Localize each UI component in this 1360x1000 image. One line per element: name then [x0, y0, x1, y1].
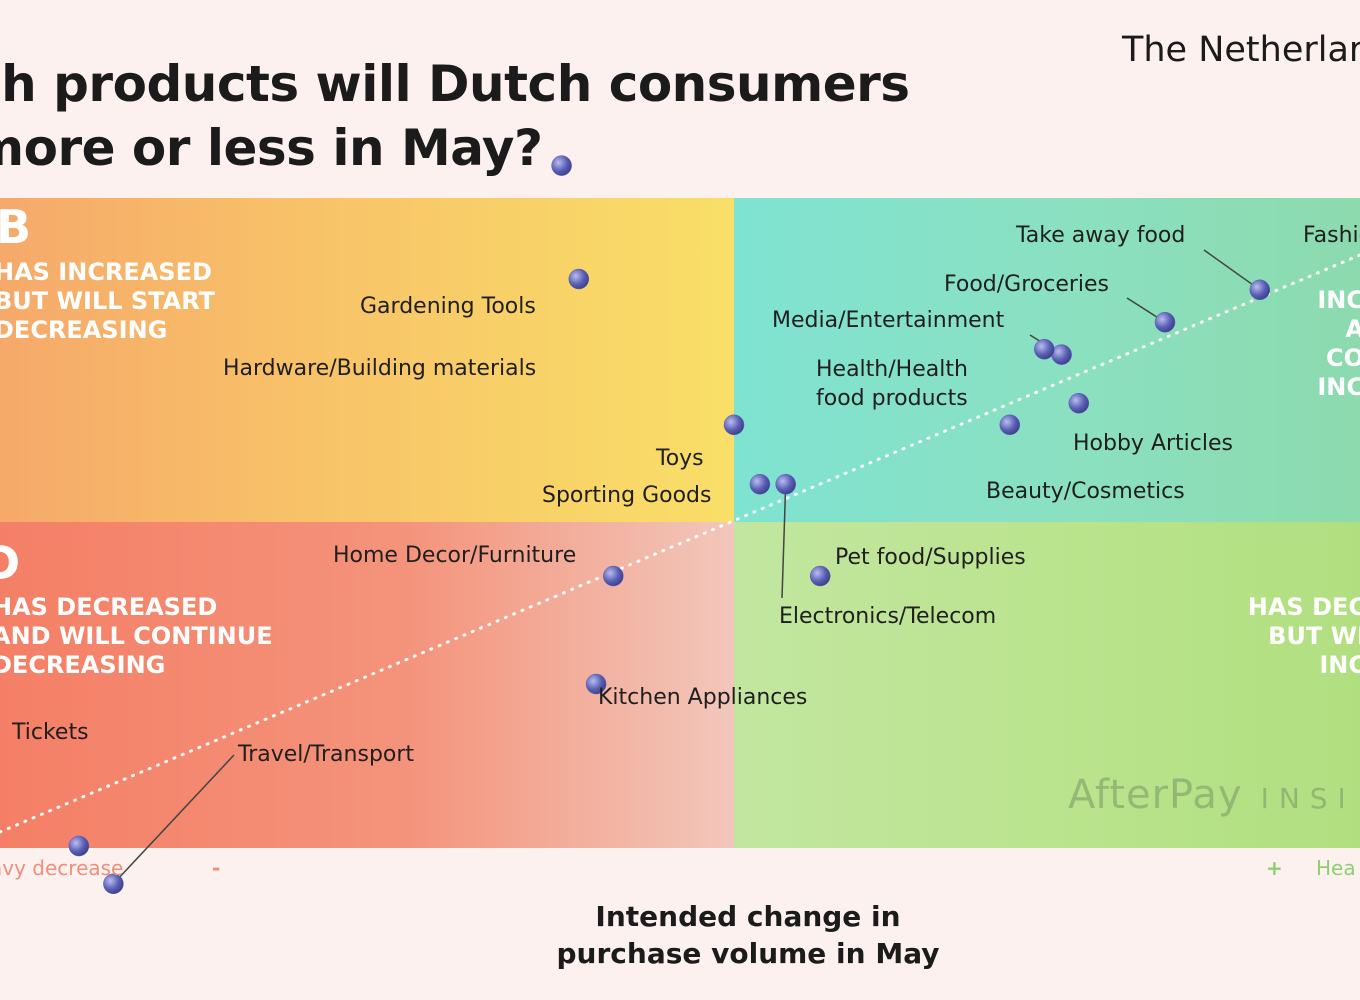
x-axis-title: Intended change in purchase volume in Ma… [0, 898, 1360, 972]
marker-food-groceries [1154, 311, 1176, 333]
label-home-decor-furniture: Home Decor/Furniture [333, 543, 577, 568]
marker-media-entertainment [1051, 344, 1072, 365]
label-tickets: Tickets [12, 720, 89, 745]
label-kitchen-appliances: Kitchen Appliances [598, 685, 808, 710]
marker-pet-food-supplies [809, 565, 831, 587]
quadrant-a-description: INC A CO INC [1317, 286, 1360, 401]
label-fashion: Fashion [1303, 223, 1360, 248]
country-label: The Netherlar [1122, 30, 1360, 70]
quadrant-d-description: HAS DECREASED AND WILL CONTINUE DECREASI… [0, 593, 273, 679]
label-beauty-cosmetics: Beauty/Cosmetics [986, 479, 1185, 504]
marker-toys [723, 414, 745, 436]
label-electronics-telecom: Electronics/Telecom [779, 604, 997, 629]
label-sporting-goods: Sporting Goods [542, 483, 712, 508]
label-hardware-building-materials: Hardware/Building materials [223, 356, 537, 381]
quadrant-c: HAS DEC BUT WI INC [734, 522, 1360, 848]
marker-hardware-building-materials [568, 268, 590, 290]
quadrant-b-description: HAS INCREASED BUT WILL START DECREASING [0, 258, 215, 344]
label-pet-food-supplies: Pet food/Supplies [835, 545, 1026, 570]
leader-take-away-food [1203, 249, 1261, 291]
watermark-suffix: INSI [1260, 782, 1356, 815]
title-line-1: ch products will Dutch consumers [0, 55, 910, 113]
label-take-away-food: Take away food [1016, 223, 1186, 248]
marker-kitchen-appliances [585, 673, 607, 695]
axis-right-label: Hea [1316, 856, 1356, 880]
marker-beauty-cosmetics [999, 414, 1021, 436]
marker-hobby-articles [1068, 392, 1090, 414]
title-line-2: more or less in May? [0, 119, 543, 177]
chart-title: ch products will Dutch consumers more or… [0, 52, 910, 180]
marker-take-away-food [1249, 279, 1271, 301]
marker-tickets [68, 835, 90, 857]
marker-health-health-food-products [1034, 338, 1055, 360]
quadrant-d-letter: D [0, 536, 21, 590]
x-axis-title-line-1: Intended change in [595, 900, 901, 933]
axis-plus: + [1266, 856, 1283, 880]
label-health-food-products: Health/Health food products [816, 357, 968, 411]
quadrant-a: INC A CO INC [734, 198, 1360, 522]
afterpay-watermark: AfterPay INSI [1068, 772, 1356, 818]
label-gardening-tools: Gardening Tools [360, 294, 536, 319]
leader-lines [112, 249, 1261, 885]
quadrant-d: D HAS DECREASED AND WILL CONTINUE DECREA… [0, 522, 734, 848]
axis-left-label: avy decrease [0, 856, 124, 880]
quadrant-b: B HAS INCREASED BUT WILL START DECREASIN… [0, 198, 734, 522]
marker-electronics-telecom [775, 473, 796, 495]
label-food-groceries: Food/Groceries [944, 272, 1110, 297]
label-travel-transport: Travel/Transport [238, 742, 415, 767]
quadrant-c-description: HAS DEC BUT WI INC [1247, 593, 1360, 679]
x-axis-title-line-2: purchase volume in May [556, 937, 940, 970]
marker-sporting-goods [749, 473, 771, 495]
label-media-entertainment: Media/Entertainment [772, 308, 1005, 333]
watermark-brand: AfterPay [1068, 772, 1243, 818]
quadrant-b-letter: B [0, 200, 32, 254]
trend-line [0, 253, 1360, 834]
marker-gardening-tools [551, 155, 572, 176]
axis-minus: - [212, 856, 221, 880]
label-toys: Toys [656, 446, 704, 471]
data-markers [68, 155, 1271, 895]
leader-travel-transport [112, 754, 235, 885]
marker-home-decor-furniture [603, 565, 624, 587]
label-hobby-articles: Hobby Articles [1073, 431, 1233, 456]
leader-electronics-telecom [781, 484, 787, 599]
marker-travel-transport [103, 873, 124, 895]
